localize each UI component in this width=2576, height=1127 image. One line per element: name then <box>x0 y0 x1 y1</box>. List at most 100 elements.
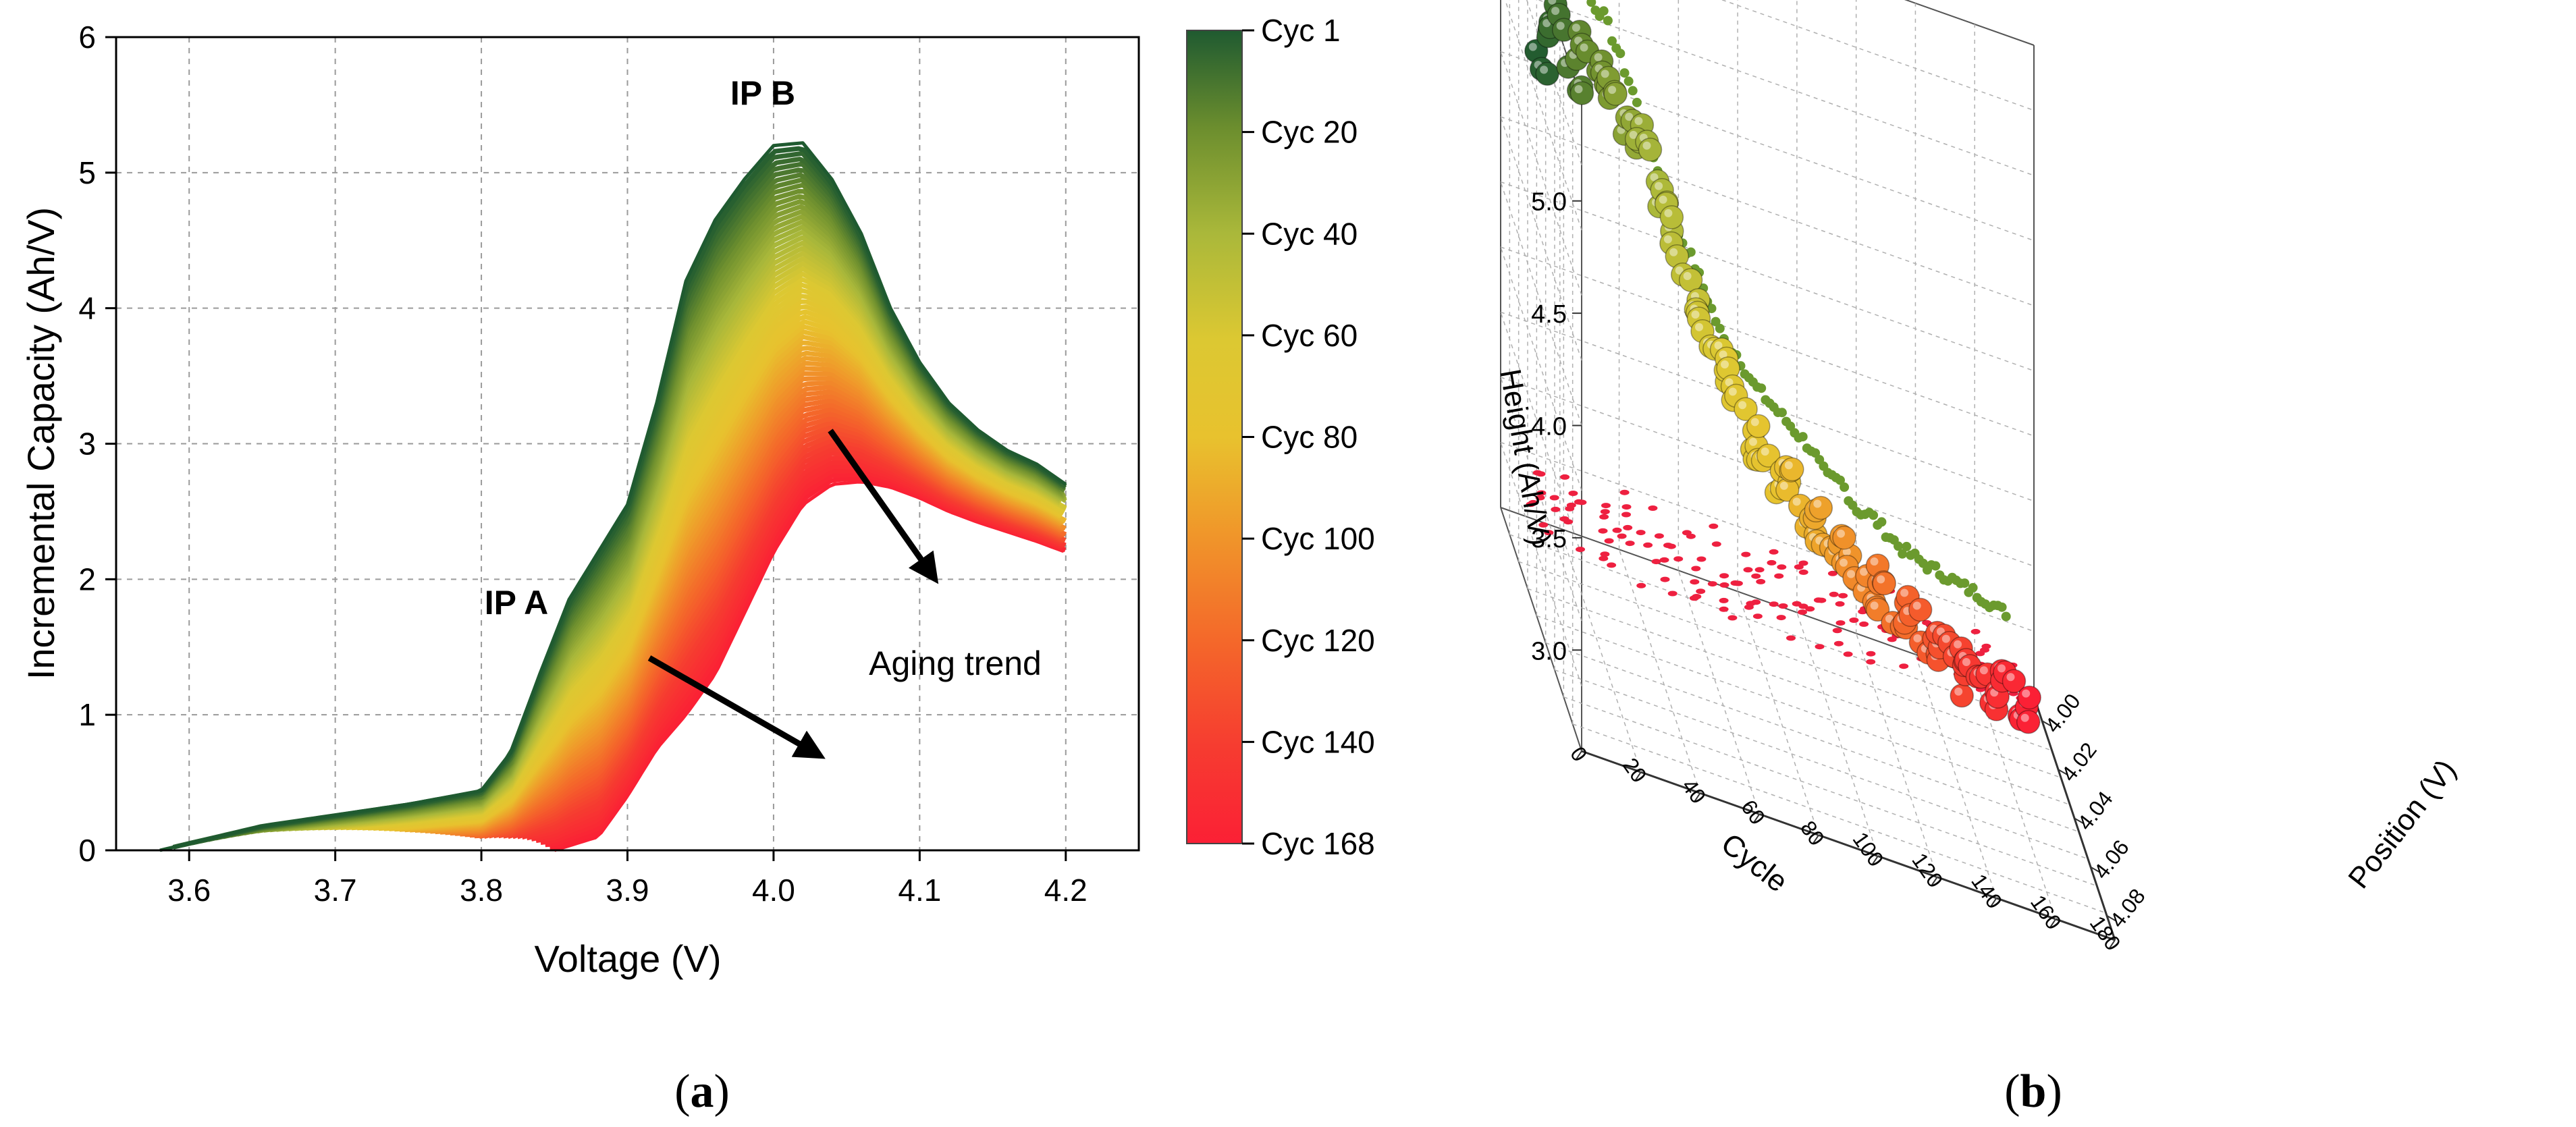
position-projection-point <box>1741 551 1751 557</box>
colorbar-label: Cyc 20 <box>1261 115 1358 150</box>
position-projection-point <box>1805 606 1815 612</box>
position-projection-point <box>1752 613 1763 620</box>
sphere-highlight <box>1721 360 1729 368</box>
peak-height-sphere <box>1756 443 1781 468</box>
colorbar-label: Cyc 168 <box>1261 826 1375 861</box>
position-projection-point <box>1636 582 1646 588</box>
floor-grid <box>1527 588 2062 779</box>
position-projection-point <box>1536 471 1546 477</box>
height-projection-point <box>1898 549 1908 559</box>
height-projection-point <box>1599 6 1609 16</box>
height-projection-point <box>1931 561 1941 571</box>
3d-box <box>1500 0 2116 941</box>
peak-height-sphere <box>2016 710 2041 734</box>
position-projection-point <box>1778 603 1788 609</box>
position-tick-label: 4.06 <box>2089 835 2134 883</box>
position-projection-point <box>1660 576 1670 582</box>
sphere-highlight <box>1642 141 1651 150</box>
position-projection-point <box>1568 491 1578 496</box>
sphere-highlight <box>1625 113 1634 121</box>
position-projection-point <box>1794 564 1804 570</box>
sphere-highlight <box>1885 614 1894 623</box>
peak-height-sphere <box>1865 597 1890 622</box>
sphere-highlight <box>1962 658 1970 666</box>
position-projection-point <box>1833 640 1844 647</box>
back-wall-grid <box>1500 246 2035 437</box>
colorbar-labels: Cyc 1 Cyc 20 Cyc 40 Cyc 60 Cyc 80 Cyc 100 Cyc … <box>1242 13 1375 861</box>
position-tick-label: 4.00 <box>2040 689 2085 737</box>
sphere-highlight <box>1900 588 1909 597</box>
position-projection-point <box>1767 559 1777 566</box>
position-projection-point <box>1719 606 1729 612</box>
sphere-highlight <box>1837 529 1845 538</box>
position-projection-point <box>1528 499 1538 505</box>
sphere-highlight <box>1941 634 1950 643</box>
floor-grid <box>1536 615 2070 806</box>
back-wall-grid <box>1537 0 2035 176</box>
panel-b-label: (b) <box>2004 1066 2062 1118</box>
position-projection-point <box>1727 615 1738 621</box>
sphere-highlight <box>2020 713 2029 722</box>
y-axis-label-position: Position (V) <box>2342 753 2463 894</box>
colorbar-label: Cyc 80 <box>1261 420 1358 455</box>
height-projection-point <box>1902 541 1912 551</box>
sphere-highlight <box>1912 601 1921 610</box>
position-projection-point <box>1549 495 1559 501</box>
cycle-tick-label: 160 <box>2026 891 2066 934</box>
position-projection-point <box>1866 651 1876 657</box>
floor-grid <box>1563 696 2097 887</box>
position-projection-point <box>1798 609 1807 615</box>
sphere-highlight <box>1840 558 1848 567</box>
position-projection-point <box>1599 514 1609 520</box>
floor-grid <box>1545 642 2079 833</box>
position-projection-point <box>1607 562 1617 568</box>
position-projection-point <box>1756 578 1766 584</box>
cycle-tick-label: 20 <box>1618 753 1652 787</box>
colorbar-label: Cyc 60 <box>1261 318 1358 353</box>
sphere-highlight <box>2022 689 2031 698</box>
cycle-tick <box>1931 877 1938 886</box>
position-projection-point <box>1598 528 1608 534</box>
sphere-highlight <box>1847 570 1855 578</box>
height-projection-point <box>1840 482 1850 492</box>
position-tick <box>2058 769 2068 776</box>
3d-grid <box>1500 0 2106 920</box>
position-projection-point <box>1899 663 1909 669</box>
peak-height-sphere <box>2002 669 2027 694</box>
x-tick-label: 4.0 <box>752 873 795 908</box>
position-projection-point <box>1612 527 1622 533</box>
z-tick-label: 3.0 <box>1531 637 1567 665</box>
x-tick-label: 3.9 <box>606 873 649 908</box>
height-projection-point <box>2001 611 2011 622</box>
position-projection-point <box>1751 599 1761 605</box>
position-projection-point <box>1600 509 1610 515</box>
position-projection-point <box>1754 567 1765 573</box>
box-edge <box>1581 750 2116 941</box>
position-projection-point <box>1832 628 1842 634</box>
x-axis-label-cycle: Cycle <box>1715 827 1794 898</box>
left-wall-grid <box>1500 116 1582 361</box>
position-projection-point <box>1600 551 1610 557</box>
sphere-highlight <box>1813 499 1822 508</box>
annotation-ip-a: IP A <box>485 584 548 622</box>
position-projection-point <box>1601 503 1611 509</box>
position-projection-point <box>1829 591 1839 597</box>
peak-height-sphere <box>1808 495 1833 520</box>
position-projection-point <box>1686 533 1696 539</box>
sphere-highlight <box>1650 173 1659 182</box>
z-tick-label: 4.5 <box>1531 300 1567 329</box>
peak-height-sphere <box>1950 684 1974 708</box>
position-projection-point <box>1719 582 1729 588</box>
colorbar: Cyc 1 Cyc 20 Cyc 40 Cyc 60 Cyc 80 Cyc 100 Cyc … <box>1186 13 1375 861</box>
floor-grid <box>1618 549 1701 794</box>
annotation-ip-b: IP B <box>730 74 795 112</box>
sphere-highlight <box>1877 575 1885 584</box>
position-projection-point <box>1751 573 1761 579</box>
y-tick-label: 4 <box>78 291 96 326</box>
position-projection-point <box>1566 502 1576 508</box>
x-tick-label: 3.7 <box>314 873 357 908</box>
height-projection-point <box>1624 76 1634 86</box>
sphere-highlight <box>1608 86 1617 94</box>
y-tick-labels: 0 1 2 3 4 5 6 <box>78 20 96 868</box>
